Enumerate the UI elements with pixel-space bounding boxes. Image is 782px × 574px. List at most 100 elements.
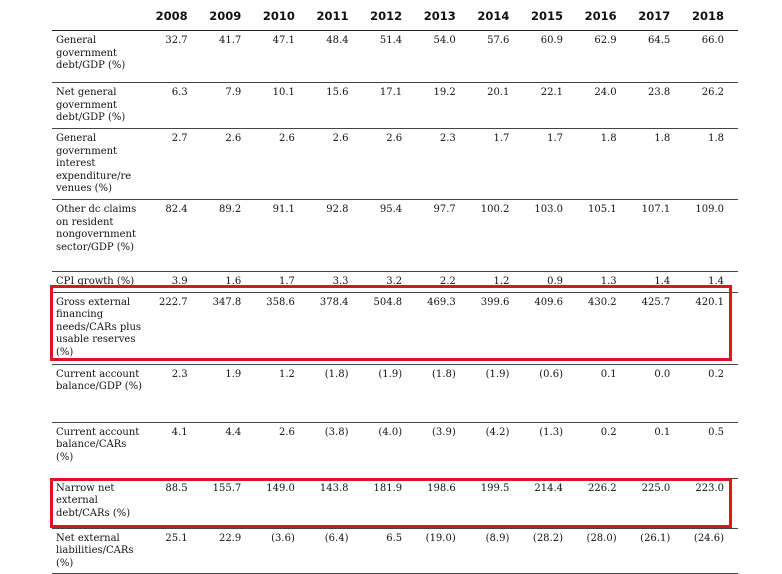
table-cell: 3.2 <box>362 271 417 293</box>
table-row: Gross external financing needs/CARs plus… <box>52 292 738 365</box>
table-cell: 2.3 <box>416 128 470 200</box>
table-row: Current account balance/CARs (%) 4.1 4.4 2.… <box>52 422 738 479</box>
table-cell: (1.9) <box>362 364 417 423</box>
year-header: 2011 <box>308 6 363 31</box>
table-cell: 4.4 <box>201 422 256 479</box>
table-cell: 225.0 <box>630 478 685 529</box>
year-header: 2010 <box>255 6 309 31</box>
table-cell: 2.6 <box>255 422 309 479</box>
table-cell: 23.8 <box>630 82 685 129</box>
table-cell: (1.8) <box>308 364 363 423</box>
table-cell: (26.1) <box>630 528 685 574</box>
row-label: Gross external financing needs/CARs plus… <box>52 292 148 365</box>
table-row: Current account balance/GDP (%) 2.3 1.9 1.2… <box>52 364 738 423</box>
table-cell: 3.3 <box>308 271 363 293</box>
table-cell: 6.3 <box>148 82 202 129</box>
table-cell: 222.7 <box>148 292 202 365</box>
row-label: Narrow net external debt/CARs (%) <box>52 478 148 529</box>
table-cell: 109.0 <box>684 199 738 272</box>
table-cell: (24.6) <box>684 528 738 574</box>
table-cell: 0.1 <box>630 422 685 479</box>
table-cell: 155.7 <box>201 478 256 529</box>
year-header: 2018 <box>684 6 738 31</box>
year-header: 2009 <box>201 6 256 31</box>
table-cell: 64.5 <box>630 30 685 83</box>
table-cell: 7.9 <box>201 82 256 129</box>
table-cell: (3.6) <box>255 528 309 574</box>
table-cell: 214.4 <box>523 478 577 529</box>
table-cell: 26.2 <box>684 82 738 129</box>
table-cell: 1.9 <box>201 364 256 423</box>
table-cell: 469.3 <box>416 292 470 365</box>
table-cell: 1.7 <box>255 271 309 293</box>
header-blank <box>52 6 148 31</box>
table-cell: 0.1 <box>577 364 631 423</box>
year-header: 2013 <box>416 6 470 31</box>
table-cell: (1.8) <box>416 364 470 423</box>
table-cell: 103.0 <box>523 199 577 272</box>
year-header: 2008 <box>148 6 202 31</box>
table-row: Other dc claims on resident nongovernmen… <box>52 199 738 272</box>
table-cell: 1.4 <box>684 271 738 293</box>
row-label: Other dc claims on resident nongovernmen… <box>52 199 148 272</box>
table-cell: 2.2 <box>416 271 470 293</box>
table-cell: (4.2) <box>469 422 524 479</box>
year-header: 2016 <box>577 6 631 31</box>
table-cell: 1.3 <box>577 271 631 293</box>
table-cell: 105.1 <box>577 199 631 272</box>
table-row: General government interest expenditure/… <box>52 128 738 200</box>
table-cell: 15.6 <box>308 82 363 129</box>
table-cell: 92.8 <box>308 199 363 272</box>
year-header: 2015 <box>523 6 577 31</box>
table-cell: 10.1 <box>255 82 309 129</box>
table-cell: 199.5 <box>469 478 524 529</box>
table-cell: 347.8 <box>201 292 256 365</box>
table-cell: 358.6 <box>255 292 309 365</box>
table-cell: (3.9) <box>416 422 470 479</box>
row-label: CPI growth (%) <box>52 271 148 293</box>
table-cell: 48.4 <box>308 30 363 83</box>
table-cell: 198.6 <box>416 478 470 529</box>
table-cell: 17.1 <box>362 82 417 129</box>
table-cell: 378.4 <box>308 292 363 365</box>
table-cell: 51.4 <box>362 30 417 83</box>
table-cell: 91.1 <box>255 199 309 272</box>
economic-indicators-table: 2008 2009 2010 2011 2012 2013 2014 2015 … <box>52 6 738 574</box>
table-cell: 20.1 <box>469 82 524 129</box>
row-label: Net general government debt/GDP (%) <box>52 82 148 129</box>
table-cell: (6.4) <box>308 528 363 574</box>
table-cell: 226.2 <box>577 478 631 529</box>
table-cell: 0.2 <box>684 364 738 423</box>
table-cell: 504.8 <box>362 292 417 365</box>
table-cell: 22.9 <box>201 528 256 574</box>
table-cell: 32.7 <box>148 30 202 83</box>
table-cell: (0.6) <box>523 364 577 423</box>
table-cell: 66.0 <box>684 30 738 83</box>
table-cell: 6.5 <box>362 528 417 574</box>
table-cell: 41.7 <box>201 30 256 83</box>
table-cell: 24.0 <box>577 82 631 129</box>
row-label: Current account balance/GDP (%) <box>52 364 148 423</box>
table-cell: 60.9 <box>523 30 577 83</box>
table-cell: 0.2 <box>577 422 631 479</box>
table-cell: 0.0 <box>630 364 685 423</box>
table-cell: 181.9 <box>362 478 417 529</box>
table-row: General government debt/GDP (%) 32.7 41.7 4… <box>52 30 738 83</box>
table-cell: 1.7 <box>523 128 577 200</box>
table-row: Narrow net external debt/CARs (%) 88.5 155… <box>52 478 738 529</box>
table-cell: 0.9 <box>523 271 577 293</box>
row-label: General government interest expenditure/… <box>52 128 148 200</box>
table-cell: 19.2 <box>416 82 470 129</box>
table-cell: (1.3) <box>523 422 577 479</box>
table-cell: 1.8 <box>577 128 631 200</box>
table-cell: 107.1 <box>630 199 685 272</box>
table-cell: 22.1 <box>523 82 577 129</box>
table-cell: 2.7 <box>148 128 202 200</box>
table-cell: 2.6 <box>362 128 417 200</box>
table-cell: 2.3 <box>148 364 202 423</box>
table-row: Net external liabilities/CARs (%) 25.1 22.… <box>52 528 738 574</box>
table-cell: (28.0) <box>577 528 631 574</box>
table-cell: (4.0) <box>362 422 417 479</box>
table-cell: (19.0) <box>416 528 470 574</box>
table-cell: 1.4 <box>630 271 685 293</box>
